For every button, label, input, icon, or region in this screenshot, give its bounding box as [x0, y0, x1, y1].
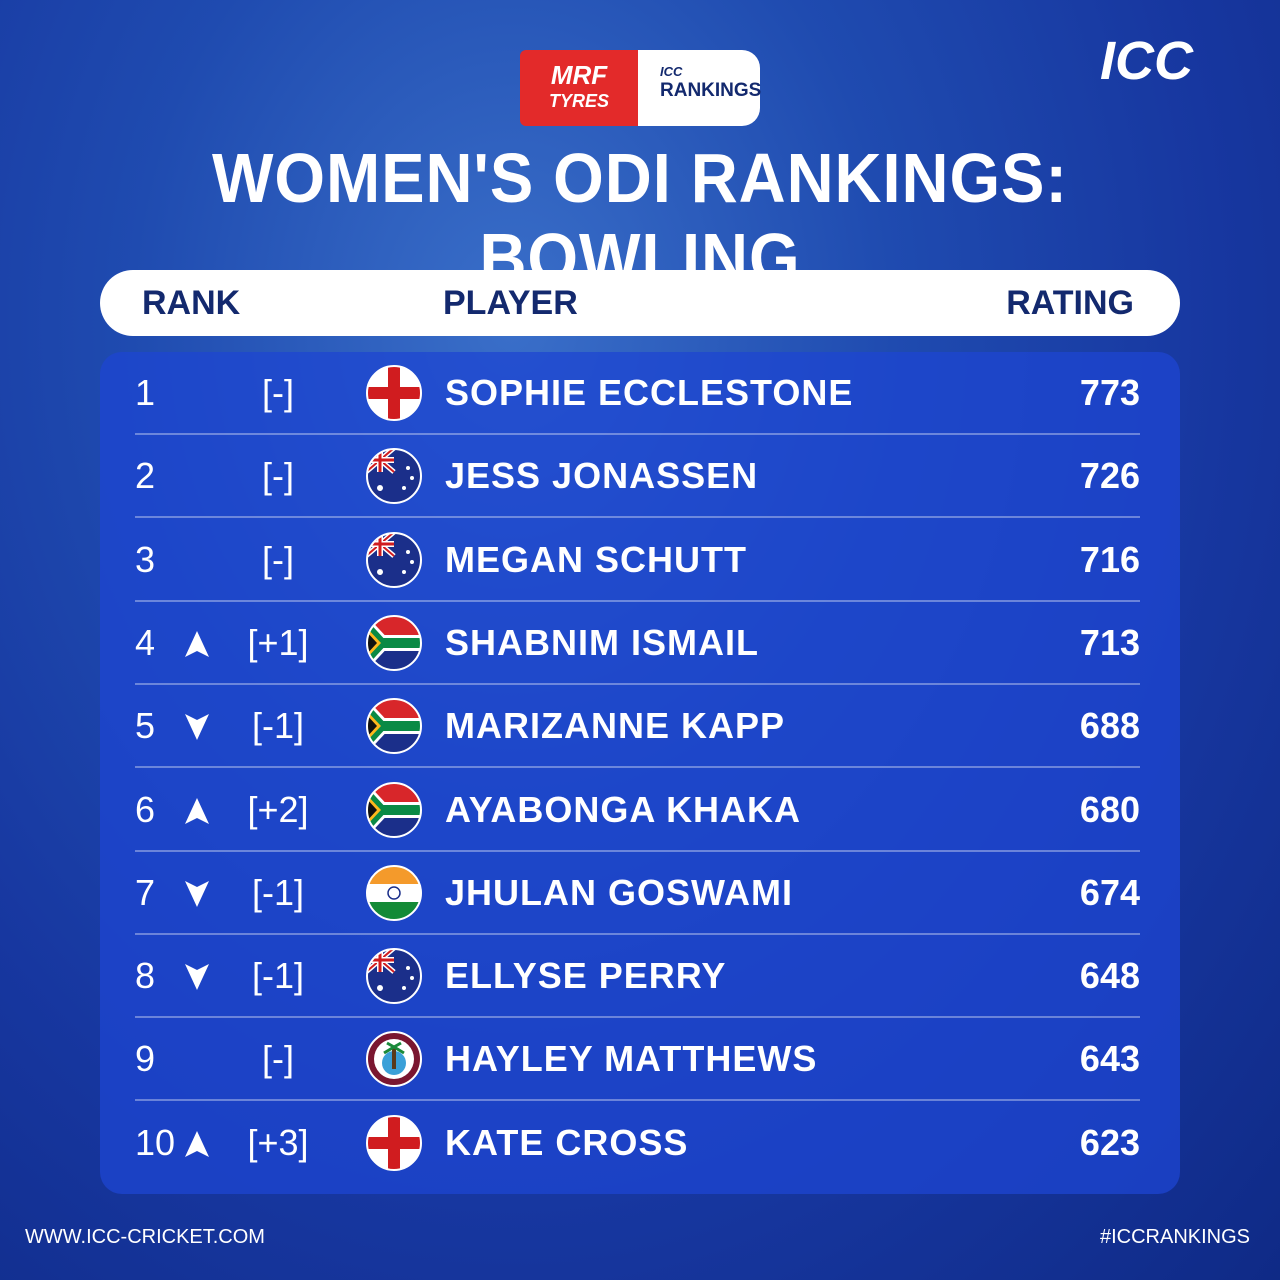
player-name: MEGAN SCHUTT: [445, 538, 747, 580]
player-name: HAYLEY MATTHEWS: [445, 1038, 818, 1080]
rating: 623: [1079, 1121, 1140, 1163]
website: WWW.ICC-CRICKET.COM: [25, 1226, 265, 1248]
rank: 8: [135, 955, 156, 997]
sponsor-bottom: TYRES: [548, 91, 609, 111]
flag: [365, 1114, 423, 1177]
rank: 10: [135, 1121, 176, 1163]
rating: 680: [1079, 788, 1140, 830]
rank: 9: [135, 1038, 156, 1080]
flag: [365, 447, 423, 510]
title: WOMEN'S ODI RANKINGS: BOWLING: [212, 139, 1068, 297]
rating: 674: [1079, 871, 1140, 913]
hashtag: #ICCRANKINGS: [1099, 1226, 1250, 1248]
row-separator: [135, 516, 1140, 519]
row-separator: [135, 433, 1140, 435]
column-header: PLAYER: [443, 284, 578, 322]
rating: 726: [1079, 455, 1140, 497]
sponsor-top: MRF: [550, 60, 608, 90]
flag: [365, 531, 423, 594]
player-name: MARIZANNE KAPP: [445, 705, 786, 747]
rating: 688: [1079, 705, 1140, 747]
flag: [365, 697, 423, 760]
rank-change: [-1]: [251, 955, 304, 997]
table-row: 9 [-] HAYLEY MATTHEWS 643: [135, 1018, 1140, 1102]
rank-change: [+1]: [247, 621, 309, 663]
rating: 648: [1079, 955, 1140, 997]
column-header: RATING: [1006, 284, 1134, 322]
rank-change: [-1]: [251, 705, 304, 747]
column-header: RANK: [142, 284, 241, 322]
row-separator: [135, 1016, 1140, 1019]
row-separator: [135, 849, 1140, 852]
rank: 6: [135, 788, 156, 830]
trend-arrow: [185, 797, 209, 829]
rank: 4: [135, 621, 156, 663]
sponsor-badge: MRF TYRES ICC RANKINGS: [520, 50, 762, 126]
rating: 773: [1079, 372, 1140, 413]
table-row: 10 [+3] KATE CROSS 623: [135, 1102, 1140, 1185]
rating: 716: [1079, 538, 1140, 580]
table-row: 3 [-] MEGAN SCHUTT 716: [135, 519, 1140, 602]
rank-change: [+3]: [247, 1121, 309, 1163]
table-body: 1 [-] SOPHIE ECCLESTONE 773 2 [-] JESS JONASSE…: [100, 352, 1180, 1194]
table-row: 5 [-1] MARIZANNE KAPP 688: [135, 685, 1140, 769]
player-name: JESS JONASSEN: [445, 455, 759, 497]
row-separator: [135, 766, 1140, 769]
player-name: SOPHIE ECCLESTONE: [445, 372, 854, 413]
rank: 2: [135, 455, 156, 497]
trend-arrow: [185, 964, 209, 995]
table-header: RANK PLAYER RATING: [100, 270, 1180, 336]
rank: 1: [135, 372, 156, 413]
player-name: KATE CROSS: [445, 1121, 689, 1163]
flag: [365, 364, 423, 427]
rank: 5: [135, 705, 156, 747]
badge-small: ICC: [660, 64, 683, 79]
table-row: 1 [-] SOPHIE ECCLESTONE 773: [135, 352, 1140, 435]
trend-arrow: [185, 630, 209, 662]
player-name: ELLYSE PERRY: [445, 955, 727, 997]
rank-change: [-1]: [251, 871, 304, 913]
table-row: 6 [+2] AYABONGA KHAKA 680: [135, 769, 1140, 852]
player-name: SHABNIM ISMAIL: [445, 621, 759, 663]
row-separator: [135, 682, 1140, 685]
player-name: AYABONGA KHAKA: [445, 788, 802, 830]
rank-change: [-]: [262, 455, 294, 497]
table-row: 2 [-] JESS JONASSEN 726: [135, 435, 1140, 519]
icc-logo: ICC: [1100, 31, 1193, 91]
trend-arrow: [185, 1130, 209, 1162]
rank-change: [-]: [262, 372, 294, 413]
rank: 7: [135, 871, 156, 913]
table-row: 8 [-1] ELLYSE PERRY 648: [135, 935, 1140, 1019]
flag: [365, 781, 423, 844]
player-name: JHULAN GOSWAMI: [445, 871, 794, 913]
row-separator: [135, 599, 1140, 602]
rating: 643: [1079, 1038, 1140, 1080]
badge-main: RANKINGS: [660, 80, 762, 101]
rank-change: [-]: [262, 1038, 294, 1080]
rank-change: [-]: [262, 538, 294, 580]
rank-change: [+2]: [247, 788, 309, 830]
flag: [365, 947, 423, 1010]
flag: [365, 614, 423, 677]
flag: [365, 1030, 423, 1093]
trend-arrow: [185, 714, 209, 745]
trend-arrow: [185, 880, 209, 912]
row-separator: [135, 932, 1140, 935]
rating: 713: [1079, 621, 1140, 663]
row-separator: [135, 1099, 1140, 1102]
table-row: 7 [-1] JHULAN GOSWAMI 674: [135, 852, 1140, 935]
rank: 3: [135, 538, 156, 580]
flag: [365, 864, 423, 927]
table-row: 4 [+1] SHABNIM ISMAIL 713: [135, 602, 1140, 685]
